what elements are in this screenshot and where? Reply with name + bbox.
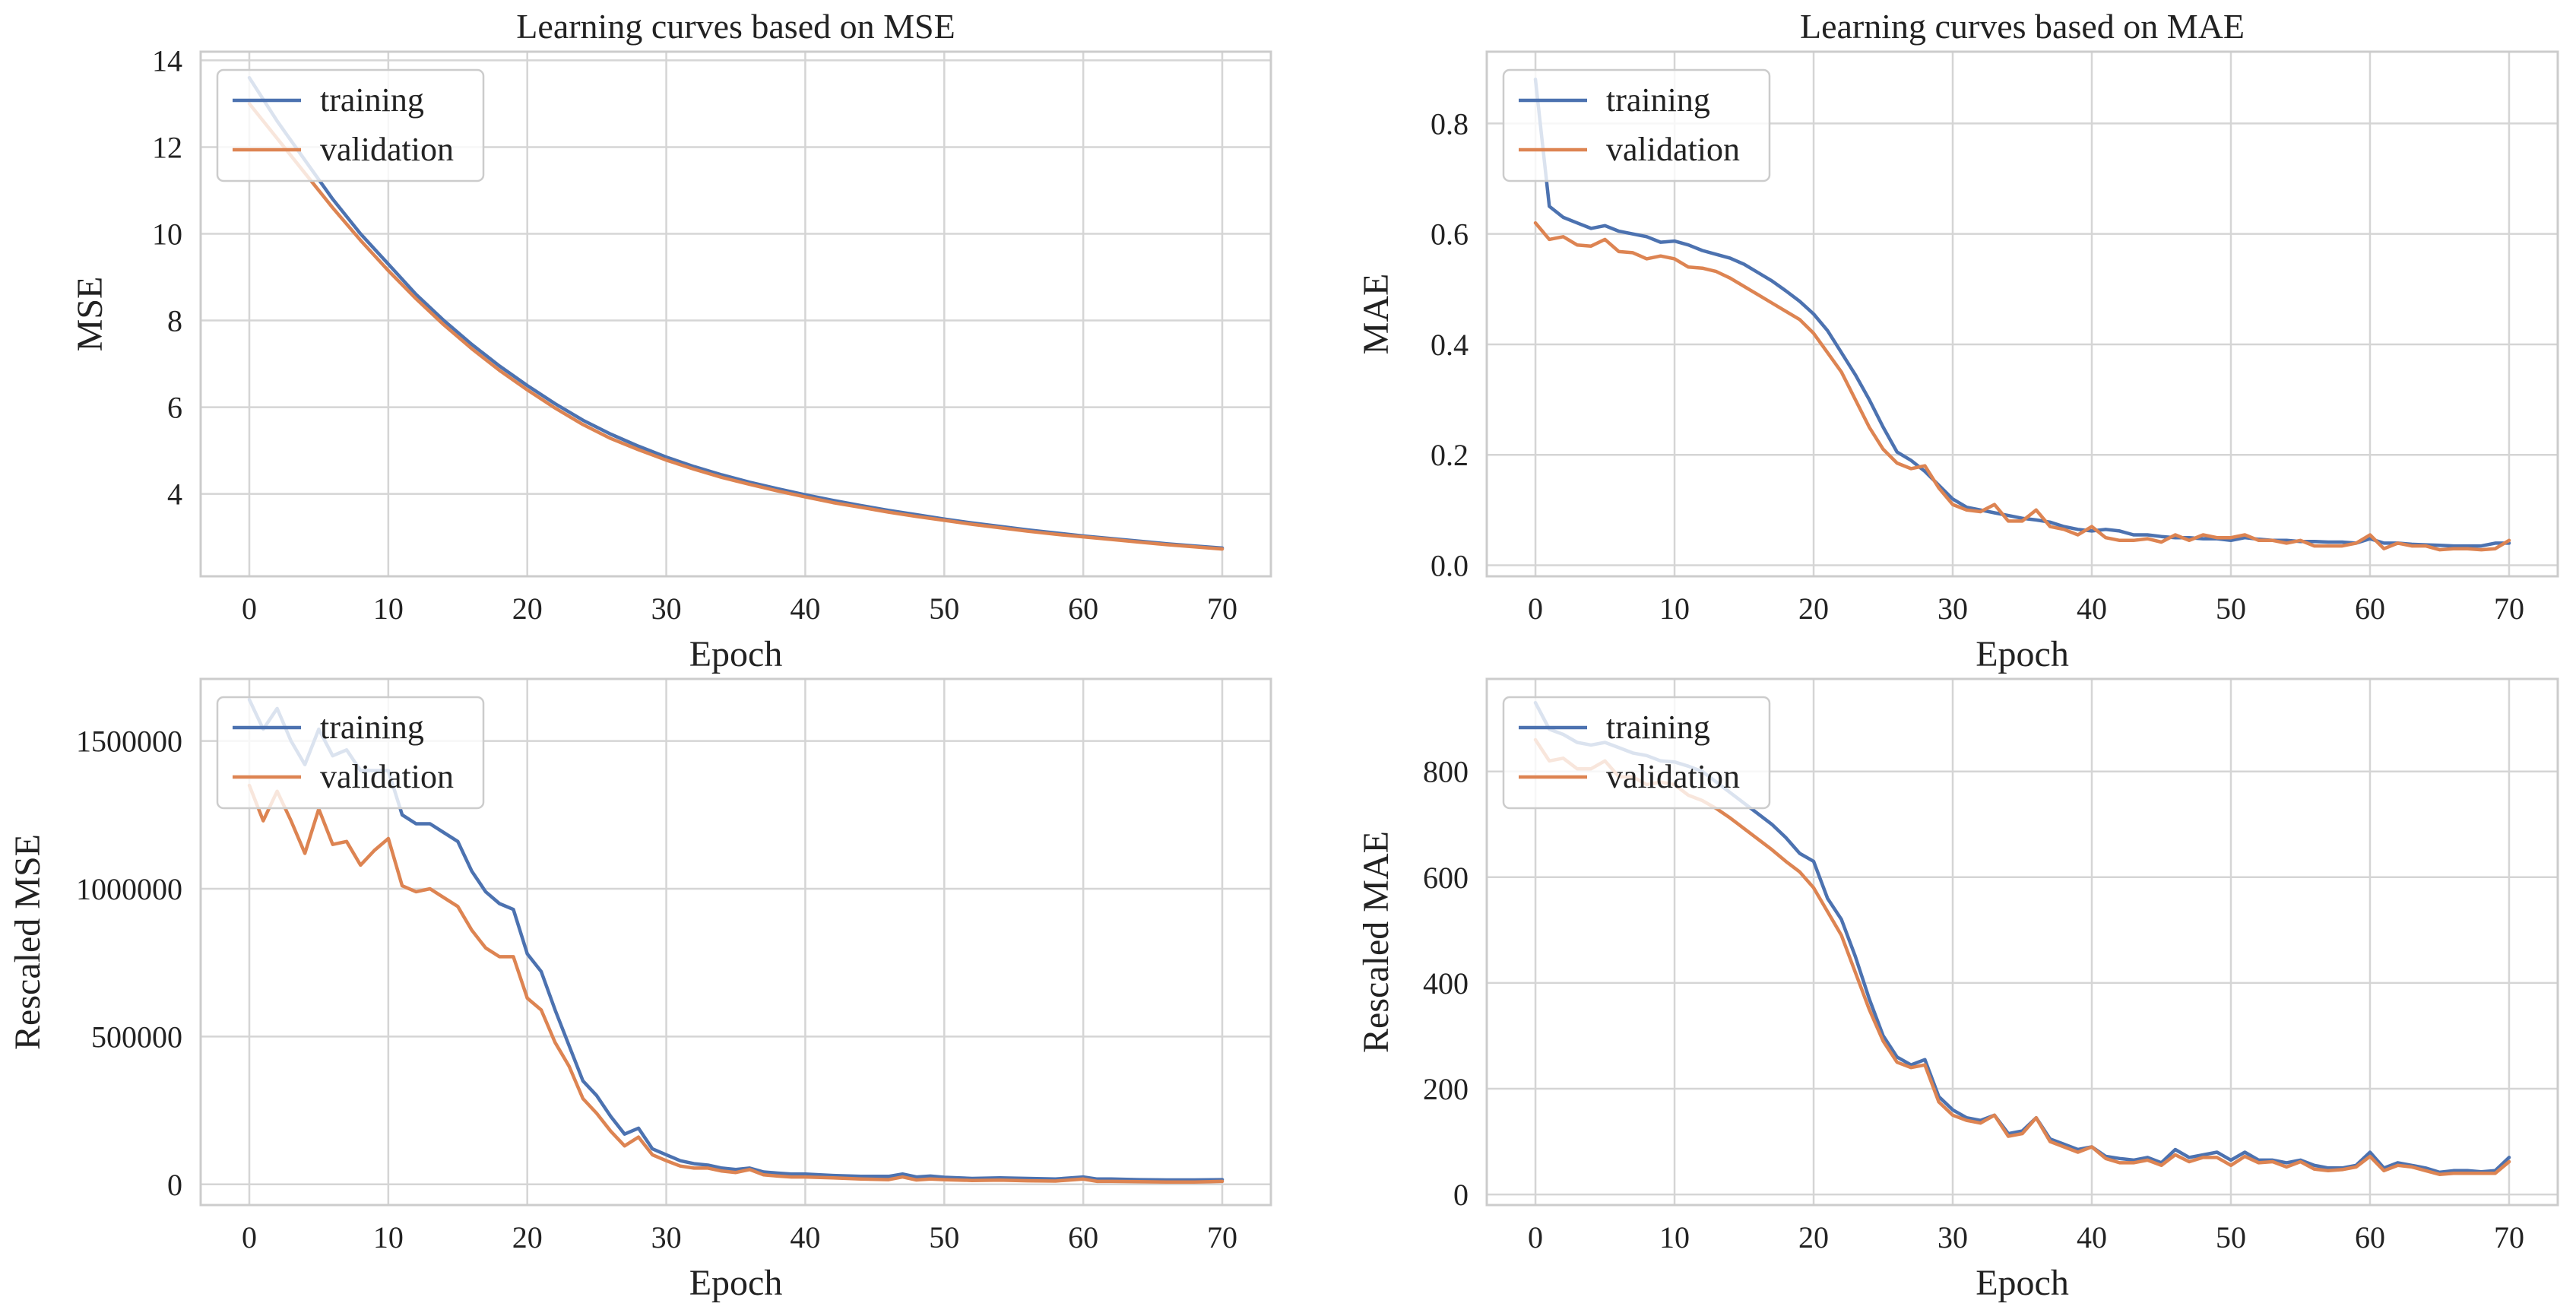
panel-mae: 0 10 20 30 40 50 60 70 0.0 0.2 0.4 0.6 0.8 Learning c… bbox=[1356, 7, 2559, 674]
mae-y-tick-label: 0.0 bbox=[1431, 548, 1469, 582]
mse-y-tick-label: 10 bbox=[152, 217, 182, 252]
rescaled-mae-x-tick-label: 0 bbox=[1528, 1220, 1543, 1254]
mae-series-training-line bbox=[1533, 78, 2511, 548]
mse-legend-label-validation: validation bbox=[320, 131, 454, 168]
rescaled-mae-y-tick-label: 800 bbox=[1423, 755, 1469, 789]
mse-x-tick-label: 70 bbox=[1207, 591, 1237, 626]
rescaled-mae-plot-frame bbox=[1485, 677, 2559, 1207]
mse-x-axis-label: Epoch bbox=[689, 634, 783, 674]
mse-x-tick-label: 0 bbox=[242, 591, 257, 626]
rescaled-mse-y-tick-label: 500000 bbox=[91, 1020, 182, 1054]
mse-x-tick-label: 10 bbox=[373, 591, 404, 626]
mae-x-axis-label: Epoch bbox=[1976, 634, 2069, 674]
rescaled-mse-x-tick-label: 60 bbox=[1068, 1220, 1098, 1254]
rescaled-mae-y-tick-label: 200 bbox=[1423, 1072, 1469, 1106]
mse-y-tick-label: 6 bbox=[167, 391, 182, 425]
rescaled-mae-x-tick-label: 10 bbox=[1659, 1220, 1690, 1254]
mse-x-tick-label: 20 bbox=[512, 591, 543, 626]
mae-x-tick-label: 0 bbox=[1528, 591, 1543, 626]
mae-x-tick-label: 30 bbox=[1938, 591, 1968, 626]
mae-x-tick-label: 70 bbox=[2494, 591, 2524, 626]
panel-rescaled-mse: 0 10 20 30 40 50 60 70 0 500000 1000000 1500000 Epoc… bbox=[8, 677, 1272, 1303]
mse-chart-title: Learning curves based on MSE bbox=[516, 7, 955, 46]
mae-x-tick-label: 60 bbox=[2355, 591, 2385, 626]
mse-legend-box bbox=[216, 68, 485, 182]
mae-series-validation-line bbox=[1533, 220, 2511, 552]
mae-legend-label-training: training bbox=[1606, 81, 1710, 119]
mae-y-axis-label: MAE bbox=[1356, 274, 1396, 355]
rescaled-mse-x-tick-label: 0 bbox=[242, 1220, 257, 1254]
mae-y-tick-label: 0.6 bbox=[1431, 217, 1469, 252]
rescaled-mae-y-tick-label: 0 bbox=[1453, 1178, 1469, 1212]
rescaled-mse-legend-label-training: training bbox=[320, 709, 424, 746]
rescaled-mae-y-axis-label: Rescaled MAE bbox=[1356, 831, 1396, 1053]
rescaled-mse-x-tick-label: 30 bbox=[651, 1220, 682, 1254]
rescaled-mse-x-tick-label: 10 bbox=[373, 1220, 404, 1254]
rescaled-mse-y-tick-label: 1000000 bbox=[76, 872, 182, 906]
rescaled-mse-series-validation-line bbox=[247, 783, 1225, 1184]
rescaled-mse-x-axis-label: Epoch bbox=[689, 1263, 783, 1303]
rescaled-mse-y-axis-label: Rescaled MSE bbox=[8, 834, 48, 1050]
rescaled-mae-x-tick-label: 20 bbox=[1798, 1220, 1829, 1254]
mse-y-tick-label: 14 bbox=[152, 43, 182, 78]
mae-x-tick-label: 50 bbox=[2216, 591, 2246, 626]
rescaled-mae-x-tick-label: 40 bbox=[2077, 1220, 2107, 1254]
mae-x-tick-label: 10 bbox=[1659, 591, 1690, 626]
rescaled-mse-x-tick-label: 40 bbox=[790, 1220, 820, 1254]
rescaled-mae-x-tick-label: 30 bbox=[1938, 1220, 1968, 1254]
rescaled-mse-plot-frame bbox=[199, 677, 1272, 1207]
rescaled-mse-x-tick-label: 50 bbox=[929, 1220, 959, 1254]
rescaled-mse-y-tick-label: 1500000 bbox=[76, 725, 182, 759]
mse-y-tick-label: 4 bbox=[167, 477, 182, 512]
rescaled-mae-x-tick-label: 50 bbox=[2216, 1220, 2246, 1254]
mae-y-tick-label: 0.2 bbox=[1431, 438, 1469, 472]
mse-x-tick-label: 40 bbox=[790, 591, 820, 626]
mse-y-axis-label: MSE bbox=[70, 277, 110, 352]
rescaled-mse-x-tick-label: 20 bbox=[512, 1220, 543, 1254]
mae-chart-title: Learning curves based on MAE bbox=[1800, 7, 2245, 46]
rescaled-mae-y-tick-label: 400 bbox=[1423, 966, 1469, 1001]
mae-y-tick-label: 0.4 bbox=[1431, 328, 1469, 362]
panel-mse: 0 10 20 30 40 50 60 70 4 6 8 10 12 14 Learning curves … bbox=[70, 7, 1272, 674]
mae-legend-box bbox=[1502, 68, 1771, 182]
rescaled-mae-legend-label-validation: validation bbox=[1606, 758, 1740, 795]
mae-plot-frame bbox=[1485, 50, 2559, 578]
rescaled-mse-x-tick-label: 70 bbox=[1207, 1220, 1237, 1254]
mse-plot-frame bbox=[199, 50, 1272, 578]
rescaled-mse-y-tick-label: 0 bbox=[167, 1168, 182, 1202]
mse-y-tick-label: 12 bbox=[152, 130, 182, 164]
rescaled-mae-legend-label-training: training bbox=[1606, 709, 1710, 746]
rescaled-mae-y-tick-label: 600 bbox=[1423, 861, 1469, 895]
rescaled-mae-x-axis-label: Epoch bbox=[1976, 1263, 2069, 1303]
rescaled-mse-legend-label-validation: validation bbox=[320, 758, 454, 795]
rescaled-mae-x-tick-label: 70 bbox=[2494, 1220, 2524, 1254]
rescaled-mae-legend-box bbox=[1502, 696, 1771, 810]
mse-y-tick-label: 8 bbox=[167, 304, 182, 338]
mse-x-tick-label: 30 bbox=[651, 591, 682, 626]
mae-x-tick-label: 20 bbox=[1798, 591, 1829, 626]
mse-x-tick-label: 60 bbox=[1068, 591, 1098, 626]
mse-series-validation-line bbox=[247, 102, 1225, 551]
mse-x-tick-label: 50 bbox=[929, 591, 959, 626]
rescaled-mae-x-tick-label: 60 bbox=[2355, 1220, 2385, 1254]
panel-rescaled-mae: 0 10 20 30 40 50 60 70 0 200 400 600 800 Epoch Rescale… bbox=[1356, 677, 2559, 1303]
mae-y-tick-label: 0.8 bbox=[1431, 106, 1469, 141]
mae-x-tick-label: 40 bbox=[2077, 591, 2107, 626]
rescaled-mse-legend-box bbox=[216, 696, 485, 810]
mae-legend-label-validation: validation bbox=[1606, 131, 1740, 168]
mse-legend-label-training: training bbox=[320, 81, 424, 119]
